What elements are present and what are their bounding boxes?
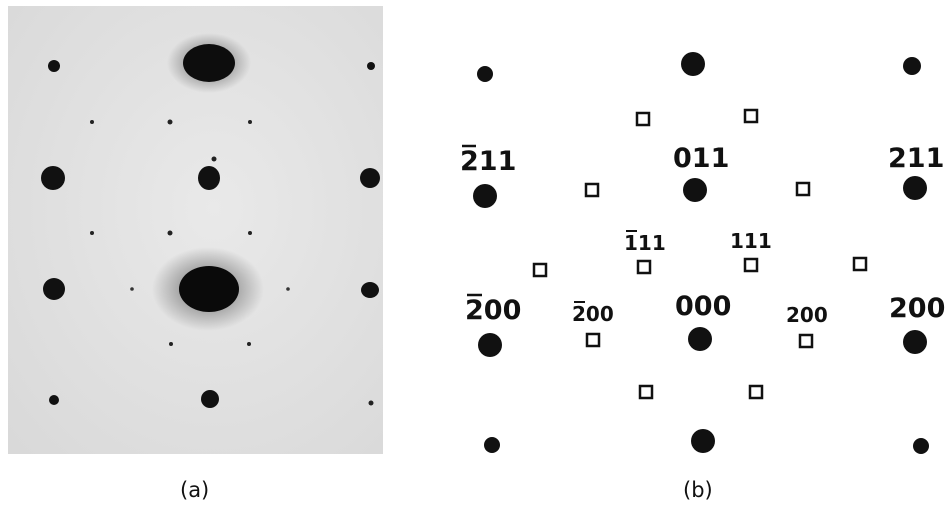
reflection-spot — [484, 437, 500, 453]
label-p200-outer: 200 — [889, 293, 945, 324]
superlattice-spot — [798, 333, 814, 349]
diffraction-spot — [248, 120, 252, 124]
superlattice-reflections — [532, 108, 868, 400]
superlattice-spot — [852, 256, 868, 272]
superlattice-spot — [638, 384, 654, 400]
diffraction-spot — [367, 62, 375, 70]
superlattice-spot — [584, 182, 600, 198]
label-p211: 211 — [888, 143, 944, 174]
superlattice-spot — [532, 262, 548, 278]
diffraction-spot — [169, 342, 173, 346]
label-m211: 211 — [460, 146, 516, 177]
reflection-spot — [903, 330, 927, 354]
diffraction-spot — [49, 395, 59, 405]
diffraction-spot — [90, 231, 94, 235]
diffraction-photo — [8, 6, 383, 454]
diffraction-spot — [201, 390, 219, 408]
diffraction-spot — [167, 230, 173, 236]
diffraction-spot — [360, 168, 380, 188]
diffraction-spot — [90, 120, 94, 124]
reflection-spot — [681, 52, 705, 76]
reflection-spot — [478, 333, 502, 357]
reflection-spot — [913, 438, 929, 454]
diffraction-spot — [41, 166, 65, 190]
reflection-spot — [477, 66, 493, 82]
diffraction-spot — [179, 266, 239, 312]
caption-a: (a) — [180, 478, 210, 502]
diffraction-spot — [48, 60, 60, 72]
superlattice-spot — [795, 181, 811, 197]
diffraction-spot — [211, 156, 217, 162]
caption-b: (b) — [683, 478, 713, 502]
label-p111: 111 — [730, 229, 772, 253]
superlattice-spot — [585, 332, 601, 348]
diffraction-spot — [361, 282, 379, 298]
label-m200-outer: 200 — [465, 295, 521, 326]
reflection-spot — [688, 327, 712, 351]
superlattice-spot — [636, 259, 652, 275]
reflection-spot — [683, 178, 707, 202]
diffraction-spot — [368, 400, 374, 406]
label-011: 011 — [673, 143, 729, 174]
superlattice-spot — [743, 257, 759, 273]
label-m111: 111 — [624, 231, 666, 255]
diffraction-spot — [286, 287, 290, 291]
label-m200-inner: 200 — [572, 302, 614, 326]
superlattice-spot — [635, 111, 651, 127]
diffraction-spot — [43, 278, 65, 300]
reflection-spot — [903, 57, 921, 75]
diffraction-spot — [248, 231, 252, 235]
reflection-spot — [473, 184, 497, 208]
diffraction-spot — [198, 166, 220, 190]
reflection-spot — [903, 176, 927, 200]
label-p200-inner: 200 — [786, 303, 828, 327]
diffraction-spot — [167, 119, 173, 125]
reflection-spots — [473, 52, 929, 454]
superlattice-spot — [748, 384, 764, 400]
diffraction-spot — [183, 44, 235, 82]
diffraction-spot — [130, 287, 134, 291]
indexed-pattern-diagram: 211 011 211 111 111 200 200 000 200 200 — [460, 52, 945, 454]
diffraction-spot — [247, 342, 251, 346]
reflection-spot — [691, 429, 715, 453]
label-000: 000 — [675, 291, 731, 322]
superlattice-spot — [743, 108, 759, 124]
